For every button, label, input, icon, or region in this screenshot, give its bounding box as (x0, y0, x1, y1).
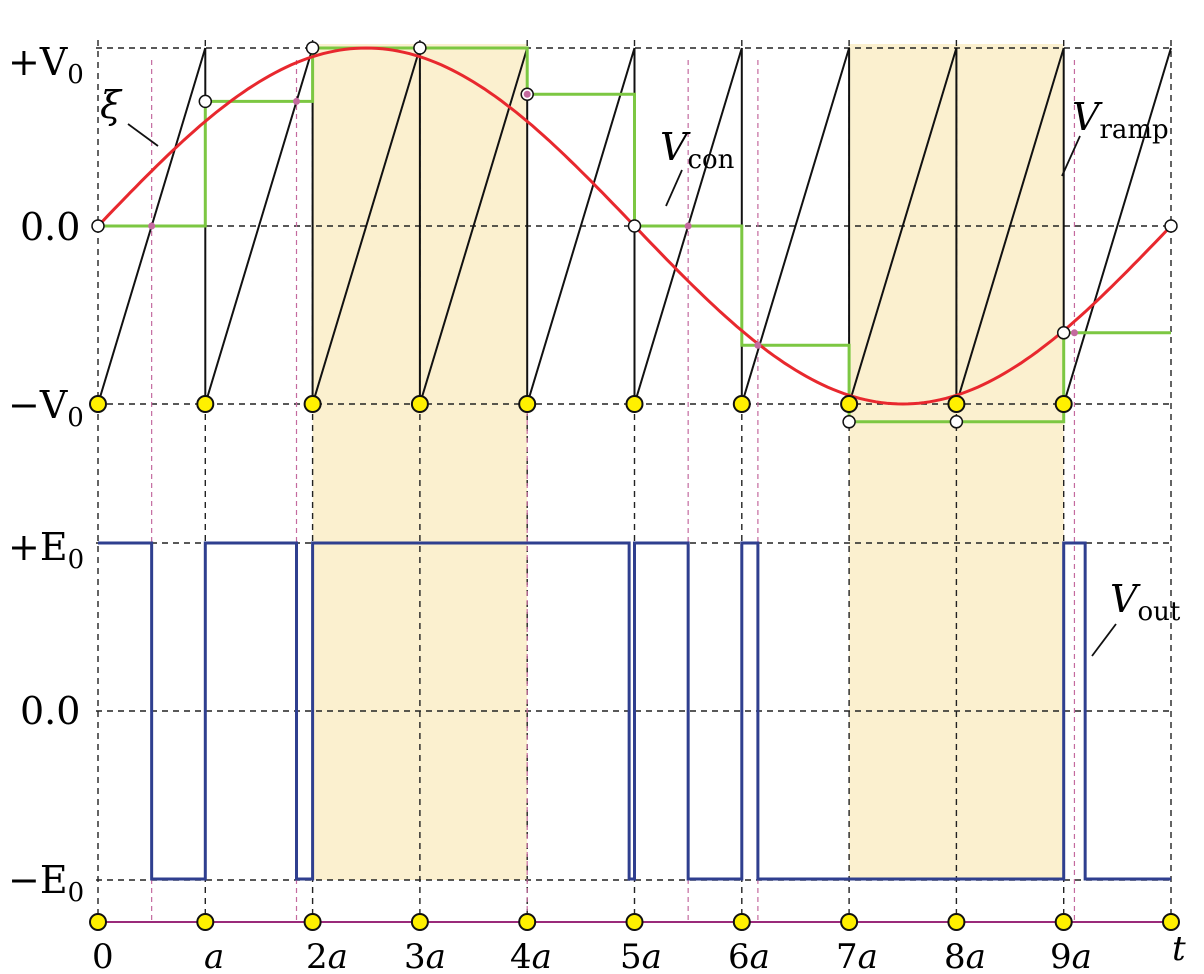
x-tick-7a: 7a (836, 937, 878, 974)
vcon-open-marker-4 (627, 219, 642, 233)
x-tick-5a: 5a (620, 937, 662, 974)
vcon-open-marker-5 (842, 415, 856, 429)
annotation-arrows (127, 123, 1117, 657)
vramp-label: Vramp (1072, 95, 1169, 145)
xi-label: ξ (100, 83, 123, 127)
crossing-marker-0 (148, 222, 156, 230)
axis-marker-0 (89, 913, 107, 931)
ramp-rise-1 (204, 47, 314, 405)
x-tick-a: a (204, 937, 224, 974)
ramp-rise-8 (955, 47, 1065, 405)
vout-line (98, 541, 1171, 881)
axis-marker-4 (518, 913, 537, 931)
axis-marker-9 (1054, 913, 1073, 931)
y-tick-zero-top: 0.0 (20, 205, 80, 249)
ramp-rise-4 (526, 47, 636, 405)
vcon-open-marker-0 (198, 94, 213, 109)
x-tick-8a: 8a (944, 937, 986, 974)
x-tick-6a: 6a (728, 937, 770, 974)
axis-marker-1 (196, 913, 215, 931)
sample-marker-3 (410, 395, 429, 413)
crossing-marker-2 (523, 90, 531, 98)
vcon-open-marker-2 (413, 41, 427, 55)
ramp-rise-9 (1062, 47, 1172, 405)
sample-marker-8 (947, 395, 966, 413)
ramp-rise-7 (848, 47, 958, 405)
vout-label: Vout (1110, 577, 1181, 627)
x-tick-labels: 0 a 2a 3a 4a 5a 6a 7a 8a 9a t (92, 929, 1186, 974)
vcon-open-marker-1 (305, 41, 320, 55)
axis-marker-2 (303, 913, 322, 931)
sample-marker-9 (1054, 395, 1073, 413)
sample-marker-4 (518, 395, 537, 413)
axis-marker-7 (840, 913, 859, 931)
x-tick-9a: 9a (1050, 937, 1092, 974)
axis-marker-5 (625, 913, 644, 931)
sample-marker-0 (89, 395, 107, 413)
crossing-marker-3 (684, 222, 692, 230)
y-tick-minus-e0: −E0 (8, 858, 84, 908)
x-tick-0: 0 (92, 937, 114, 974)
xi-open-marker-0 (91, 219, 105, 233)
vout-series (98, 541, 1171, 881)
x-tick-3a: 3a (404, 937, 446, 974)
ramp-rise-2 (311, 47, 421, 405)
vout-arrow (1091, 623, 1117, 657)
y-tick-zero-bottom: 0.0 (20, 689, 80, 733)
crossing-marker-4 (754, 341, 762, 349)
x-tick-4a: 4a (510, 937, 552, 974)
sample-marker-2 (303, 395, 322, 413)
sample-marker-5 (625, 395, 644, 413)
markers (89, 41, 1180, 931)
sample-marker-1 (196, 395, 215, 413)
x-axis-label-t: t (1172, 929, 1186, 969)
vcon-open-marker-7 (1056, 326, 1071, 340)
axis-marker-3 (410, 913, 429, 931)
y-tick-plus-e0: +E0 (8, 525, 84, 575)
vcon-arrow (665, 169, 683, 207)
vramp-arrow (1061, 135, 1081, 177)
crossing-marker-1 (293, 97, 301, 105)
sample-marker-6 (732, 395, 751, 413)
crossing-marker-5 (1070, 329, 1078, 337)
y-tick-minus-v0: −V0 (8, 383, 84, 433)
sample-marker-7 (840, 395, 859, 413)
x-tick-2a: 2a (306, 937, 348, 974)
axis-marker-10 (1162, 913, 1180, 931)
xi-arrow (127, 123, 159, 147)
vcon-label: Vcon (660, 125, 735, 175)
axis-marker-8 (947, 913, 966, 931)
vcon-open-marker-6 (949, 415, 964, 429)
y-tick-plus-v0: +V0 (8, 40, 84, 90)
axis-marker-6 (732, 913, 751, 931)
xi-open-marker-10 (1164, 219, 1178, 233)
